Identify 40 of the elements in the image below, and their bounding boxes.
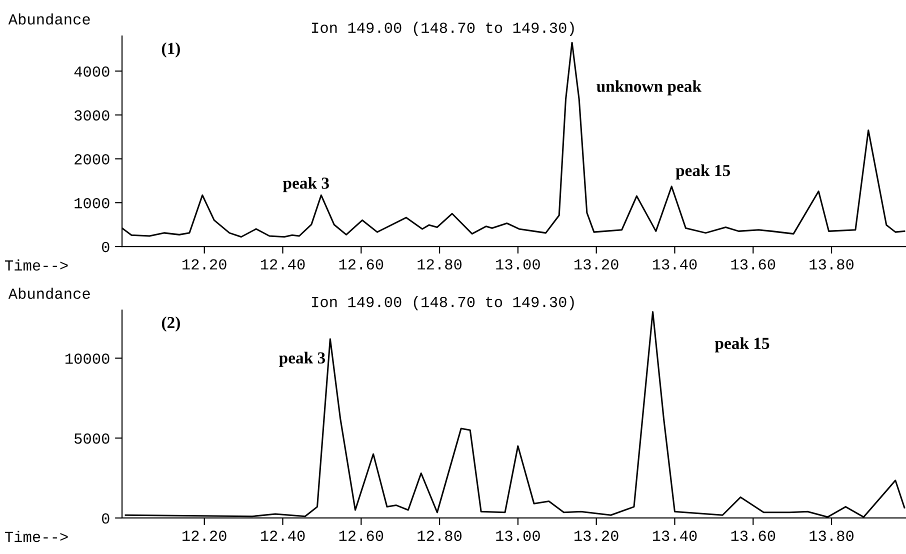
annotation: unknown peak — [596, 80, 702, 96]
y-tick-label: 3000 — [74, 110, 110, 121]
x-tick-label: 13.20 — [574, 530, 618, 542]
chart-title: Ion 149.00 (148.70 to 149.30) — [312, 22, 574, 36]
y-tick-label: 10000 — [65, 354, 110, 364]
x-tick-label: 13.40 — [652, 259, 697, 270]
x-tick-label: 12.80 — [418, 530, 462, 542]
x-axis-title: Time--> — [5, 530, 68, 542]
x-tick-label: 12.60 — [339, 259, 384, 270]
x-tick-label: 12.20 — [182, 530, 226, 542]
y-tick-label: 0 — [102, 513, 110, 524]
annotation: peak 3 — [279, 352, 326, 367]
annotation: (2) — [162, 316, 180, 332]
annotation: peak 15 — [676, 164, 730, 180]
x-tick-label: 13.80 — [810, 259, 854, 270]
x-axis-title: Time--> — [5, 259, 68, 271]
x-tick-label: 12.60 — [339, 530, 384, 542]
x-tick-label: 13.00 — [496, 259, 540, 270]
y-axis-title: Abundance — [8, 288, 90, 299]
x-tick-label: 13.60 — [731, 530, 776, 542]
y-tick-label: 0 — [102, 242, 110, 252]
annotation: (1) — [162, 42, 180, 58]
y-axis-title: Abundance — [8, 13, 90, 25]
line-series — [124, 311, 906, 518]
x-tick-label: 13.20 — [574, 259, 618, 270]
annotation: peak 3 — [282, 177, 329, 192]
x-tick-label: 13.80 — [810, 530, 854, 542]
y-tick-label: 2000 — [74, 154, 110, 164]
chart-title: Ion 149.00 (148.70 to 149.30) — [312, 296, 574, 310]
x-tick-label: 13.00 — [496, 530, 540, 542]
annotation: peak 15 — [714, 337, 770, 352]
x-tick-label: 12.40 — [260, 259, 305, 270]
x-tick-label: 13.40 — [652, 530, 697, 542]
x-tick-label: 13.60 — [731, 259, 776, 270]
y-tick-label: 4000 — [74, 66, 110, 77]
y-tick-label: 1000 — [74, 198, 110, 208]
x-tick-label: 12.20 — [182, 259, 226, 270]
y-tick-label: 5000 — [74, 433, 110, 444]
x-tick-label: 12.80 — [418, 259, 462, 270]
x-tick-label: 12.40 — [260, 530, 305, 542]
